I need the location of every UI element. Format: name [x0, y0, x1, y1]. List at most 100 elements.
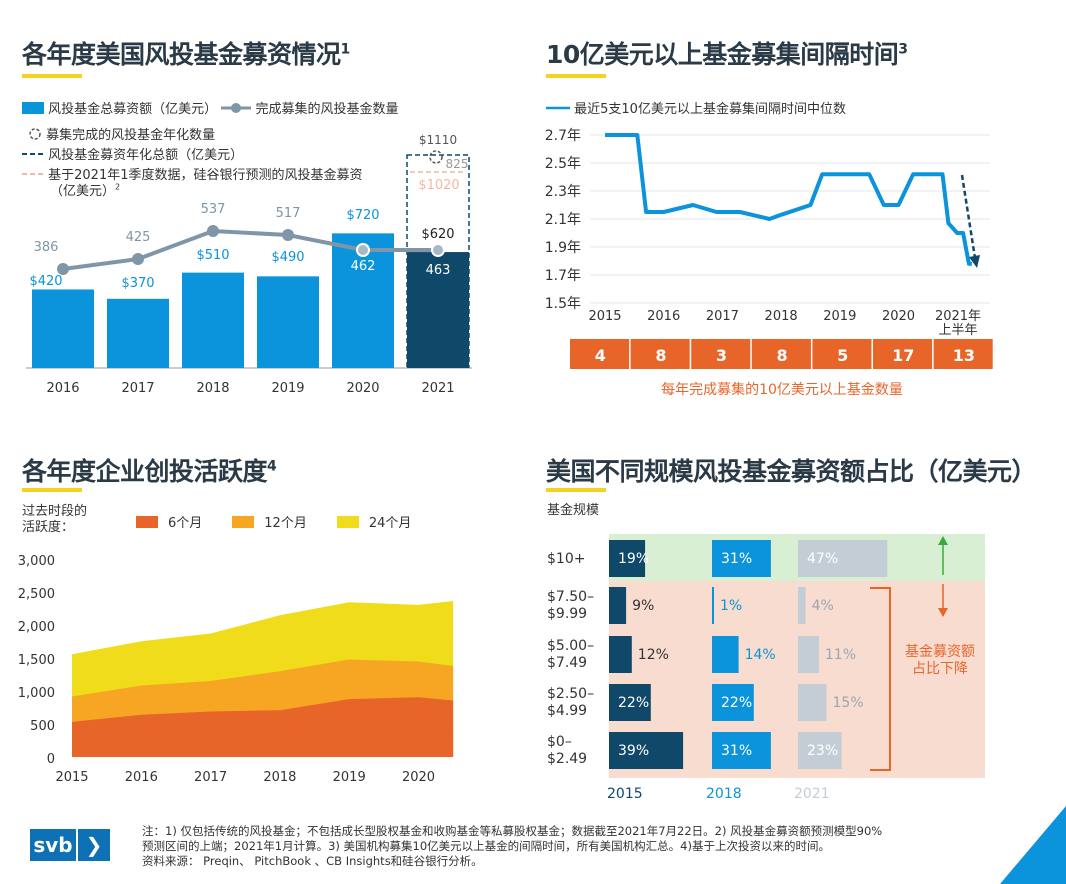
- count-value: 5: [837, 346, 848, 365]
- amount-label-2020: $720: [346, 208, 379, 223]
- annualized-count-label: 825: [446, 157, 469, 171]
- legend-swatch-12个月: [232, 516, 255, 528]
- interval-line-chart: 2.7年 2.5年 2.3年 2.1年 1.9年 1.7年 1.5年 2015 2016 2017…: [545, 128, 993, 369]
- count-cell: [873, 339, 933, 369]
- count-value: 3: [716, 346, 727, 365]
- title-underline: [22, 488, 82, 492]
- annotation-line1: 基金募资额: [905, 644, 975, 660]
- legend-interval-swatch: [546, 106, 570, 110]
- share-bar-2018: [712, 587, 714, 624]
- share-label: 23%: [807, 743, 838, 759]
- x-tick-2016: 2016: [46, 381, 79, 396]
- legend-annualized-amount: 风投基金募资年化总额（亿美元）: [22, 144, 243, 163]
- y-tick-2.1年: 2.1年: [545, 212, 581, 228]
- ylabel-line2: 活跃度：: [22, 520, 75, 535]
- count-value: 8: [655, 346, 666, 365]
- x-tick-2017: 2017: [194, 770, 227, 785]
- share-bar-2018: [712, 732, 771, 769]
- count-point-2018: [207, 225, 219, 237]
- dashed-circle-icon: [29, 128, 41, 140]
- legend-annualized-amount-label: 风投基金募资年化总额（亿美元）: [48, 148, 244, 163]
- x-tick-2019: 2019: [823, 309, 856, 324]
- share-bar-2015: [609, 540, 646, 577]
- legend-bar: 风投基金总募资额（亿美元） 完成募集的风投基金数量: [22, 98, 398, 117]
- footnote: 注：1) 仅包括传统的风投基金；不包括成长型股权基金和收购基金等私募股权基金；数…: [142, 824, 882, 869]
- row-label: $7.50–: [547, 589, 594, 605]
- share-label: 1%: [720, 598, 742, 614]
- count-label-2021: 463: [426, 263, 451, 278]
- count-cell: [812, 339, 872, 369]
- y-tick-1,500: 1,500: [18, 653, 55, 668]
- x-tick-2017: 2017: [706, 309, 739, 324]
- series-label-2018: 2018: [706, 786, 742, 802]
- count-value: 8: [777, 346, 788, 365]
- x-tick-2015: 2015: [588, 309, 621, 324]
- count-value: 13: [953, 346, 975, 365]
- count-line: [62, 228, 438, 271]
- title-underline: [22, 74, 82, 78]
- row-header: 基金规模: [547, 503, 600, 518]
- share-bar-2015: [609, 636, 632, 673]
- area-6个月: [72, 697, 454, 757]
- legend-forecast-label: 基于2021年1季度数据，硅谷银行预测的风投基金募资: [48, 168, 363, 183]
- share-bar-2021: [798, 587, 806, 624]
- share-bar-2015: [609, 732, 684, 769]
- bar-2019: [257, 276, 319, 368]
- count-label-2018: 537: [201, 202, 226, 217]
- y-tick-3,000: 3,000: [18, 554, 55, 569]
- y-tick-1.9年: 1.9年: [545, 240, 581, 256]
- legend-line-label: 完成募集的风投基金数量: [255, 102, 399, 117]
- y-tick-2,000: 2,000: [18, 620, 55, 635]
- legend-interval-label: 最近5支10亿美元以上基金募集间隔时间中位数: [574, 102, 846, 117]
- y-tick-2.3年: 2.3年: [545, 184, 581, 200]
- y-tick-2.5年: 2.5年: [545, 156, 581, 172]
- count-point-2017: [132, 253, 144, 265]
- share-label: 31%: [721, 551, 752, 567]
- share-bar-2018: [712, 684, 754, 721]
- y-tick-500: 500: [30, 719, 55, 734]
- panel3-title: 各年度企业创投活跃度4: [22, 457, 277, 486]
- count-cell: [630, 339, 690, 369]
- x-tick-2017: 2017: [121, 381, 154, 396]
- legend-dash-navy: [22, 153, 44, 155]
- share-label: 11%: [825, 647, 856, 663]
- share-bar-2018: [712, 636, 739, 673]
- count-cell: [691, 339, 751, 369]
- amount-label-2018: $510: [196, 248, 229, 263]
- amount-label-2016: $420: [29, 274, 62, 289]
- fundraising-bar-chart: $1110 825 $1020 2016 2017 2018 2019 2020 2021…: [26, 133, 472, 396]
- panel2-title: 10亿美元以上基金募集间隔时间3: [546, 40, 908, 69]
- row-label: $5.00–: [547, 638, 594, 654]
- down-arrow-icon: [938, 608, 948, 617]
- count-point-2020: [356, 243, 370, 257]
- row-label: $10+: [547, 551, 585, 567]
- share-label: 22%: [618, 695, 649, 711]
- x-tick-2016: 2016: [647, 309, 680, 324]
- share-bar-2015: [609, 587, 627, 624]
- top-band: [609, 534, 985, 581]
- footnote-line1: 注：1) 仅包括传统的风投基金；不包括成长型股权基金和收购基金等私募股权基金；数…: [142, 824, 883, 838]
- amount-label-2017: $370: [121, 276, 154, 291]
- bar-2018: [182, 272, 244, 368]
- count-label-2020: 462: [351, 259, 376, 274]
- legend-annualized-count-label: 募集完成的风投基金年化数量: [46, 128, 216, 143]
- activity-legend: 6个月 12个月 24个月: [136, 512, 441, 531]
- x-tick-2016: 2016: [125, 770, 158, 785]
- legend-bar-swatch: [22, 102, 44, 114]
- x-tick-2021: 2021: [421, 381, 454, 396]
- annualized-amount-label: $1110: [419, 133, 457, 147]
- decline-annotation: 基金募资额 占比下降: [900, 644, 980, 678]
- share-bar-2021: [798, 732, 842, 769]
- x-tick-2021年: 2021年: [935, 309, 981, 324]
- series-label-2015: 2015: [607, 786, 643, 802]
- corner-triangle: [1000, 806, 1066, 884]
- legend-interval: 最近5支10亿美元以上基金募集间隔时间中位数: [546, 98, 846, 117]
- up-arrow-icon: [938, 536, 948, 545]
- x-tick-2020: 2020: [882, 309, 915, 324]
- count-point-2019: [282, 229, 294, 241]
- forecast-label: $1020: [418, 178, 459, 193]
- legend-annualized-count: 募集完成的风投基金年化数量: [28, 124, 215, 143]
- share-label: 19%: [618, 551, 649, 567]
- svb-logo: svb: [30, 829, 76, 861]
- row-label: $2.49: [547, 751, 587, 767]
